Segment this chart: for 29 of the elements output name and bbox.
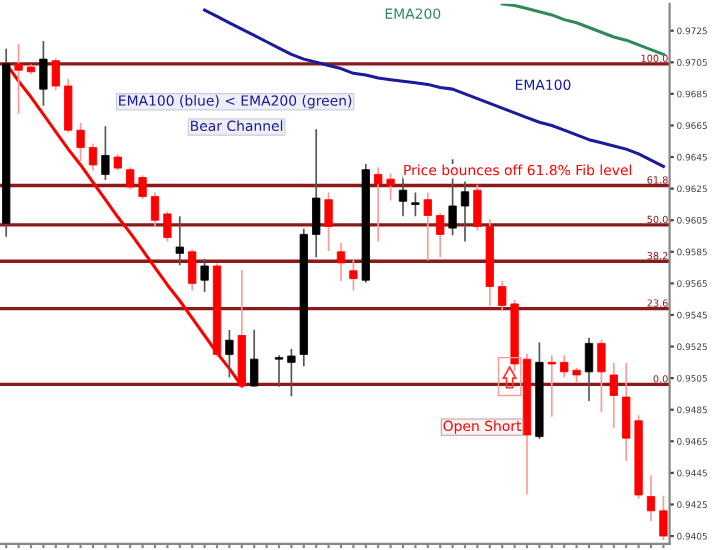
candlestick — [101, 126, 110, 180]
line-series — [500, 3, 665, 56]
candlestick — [597, 339, 606, 413]
candlestick — [411, 192, 420, 217]
candlestick — [188, 249, 197, 291]
candlestick — [200, 258, 209, 293]
candlestick — [163, 211, 172, 242]
candlestick — [39, 40, 48, 106]
candlestick — [398, 175, 408, 217]
candlestick — [436, 213, 445, 258]
candlestick — [250, 329, 259, 387]
candlestick — [150, 192, 160, 228]
candlestick — [324, 192, 333, 252]
candlestick — [336, 243, 346, 282]
candlestick — [274, 355, 284, 387]
candlestick — [287, 348, 296, 397]
candlestick — [460, 181, 470, 242]
candlestick — [646, 475, 656, 522]
candlestick — [312, 129, 321, 258]
candlestick — [584, 337, 594, 402]
candlestick — [51, 58, 60, 90]
candlestick — [609, 363, 618, 428]
candlestick — [225, 329, 234, 378]
candlestick — [423, 192, 432, 261]
candlestick — [349, 258, 358, 291]
candlestick — [547, 355, 556, 417]
candlestick — [659, 495, 668, 541]
candlestick — [88, 143, 98, 171]
candlestick — [175, 216, 184, 266]
